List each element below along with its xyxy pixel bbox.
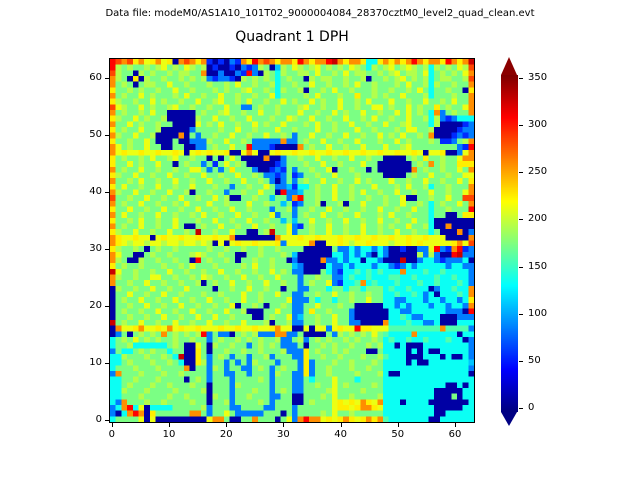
y-tick-mark	[105, 249, 109, 251]
x-tick-label: 30	[277, 429, 290, 440]
x-tick-mark	[340, 423, 342, 427]
y-tick-label: 30	[89, 243, 102, 255]
colorbar-tick-mark	[519, 266, 523, 268]
y-tick-mark	[105, 77, 109, 79]
x-tick-mark	[111, 423, 113, 427]
x-tick-mark	[283, 423, 285, 427]
y-tick-label: 10	[89, 357, 102, 369]
y-tick-mark	[105, 134, 109, 136]
colorbar-tick-mark	[519, 125, 523, 127]
x-tick-mark	[169, 423, 171, 427]
x-tick-mark	[397, 423, 399, 427]
x-tick-label: 60	[448, 429, 462, 440]
colorbar-tick-label: 100	[528, 307, 548, 319]
colorbar-extend-min-arrow	[501, 412, 517, 426]
colorbar-tick-label: 350	[528, 72, 548, 84]
y-tick-label: 20	[89, 300, 102, 312]
y-tick-mark	[105, 363, 109, 365]
y-tick-label: 40	[89, 186, 102, 198]
colorbar-tick-mark	[519, 78, 523, 80]
x-tick-label: 50	[391, 429, 405, 440]
colorbar-tick-label: 200	[528, 213, 548, 225]
x-tick-mark	[454, 423, 456, 427]
plot-title: Quadrant 1 DPH	[235, 29, 349, 45]
colorbar-tick-label: 150	[528, 260, 548, 272]
x-tick-label: 20	[219, 429, 233, 440]
y-tick-mark	[105, 420, 109, 422]
colorbar-tick-mark	[519, 219, 523, 221]
colorbar-tick-label: 300	[528, 119, 548, 131]
x-tick-label: 10	[162, 429, 176, 440]
colorbar-gradient-canvas	[501, 75, 518, 412]
colorbar	[501, 75, 518, 412]
heatmap-plot-area	[109, 58, 475, 423]
colorbar-tick-mark	[519, 313, 523, 315]
colorbar-tick-mark	[519, 172, 523, 174]
y-tick-label: 50	[89, 128, 102, 140]
y-tick-label: 60	[89, 71, 102, 83]
figure-annotation-datafile: Data file: modeM0/AS1A10_101T02_90000040…	[105, 8, 535, 19]
colorbar-tick-mark	[519, 408, 523, 409]
x-tick-label: 40	[334, 429, 347, 440]
x-tick-mark	[226, 423, 228, 427]
y-tick-mark	[105, 192, 109, 194]
colorbar-tick-label: 50	[528, 354, 541, 366]
dph-heatmap-canvas	[110, 59, 474, 422]
colorbar-tick-mark	[519, 360, 523, 362]
y-tick-mark	[105, 306, 109, 308]
x-tick-label: 0	[108, 429, 116, 440]
y-tick-label: 0	[95, 414, 102, 426]
colorbar-tick-label: 0	[528, 402, 535, 413]
colorbar-tick-label: 250	[528, 166, 548, 178]
colorbar-extend-max-arrow	[501, 57, 517, 75]
